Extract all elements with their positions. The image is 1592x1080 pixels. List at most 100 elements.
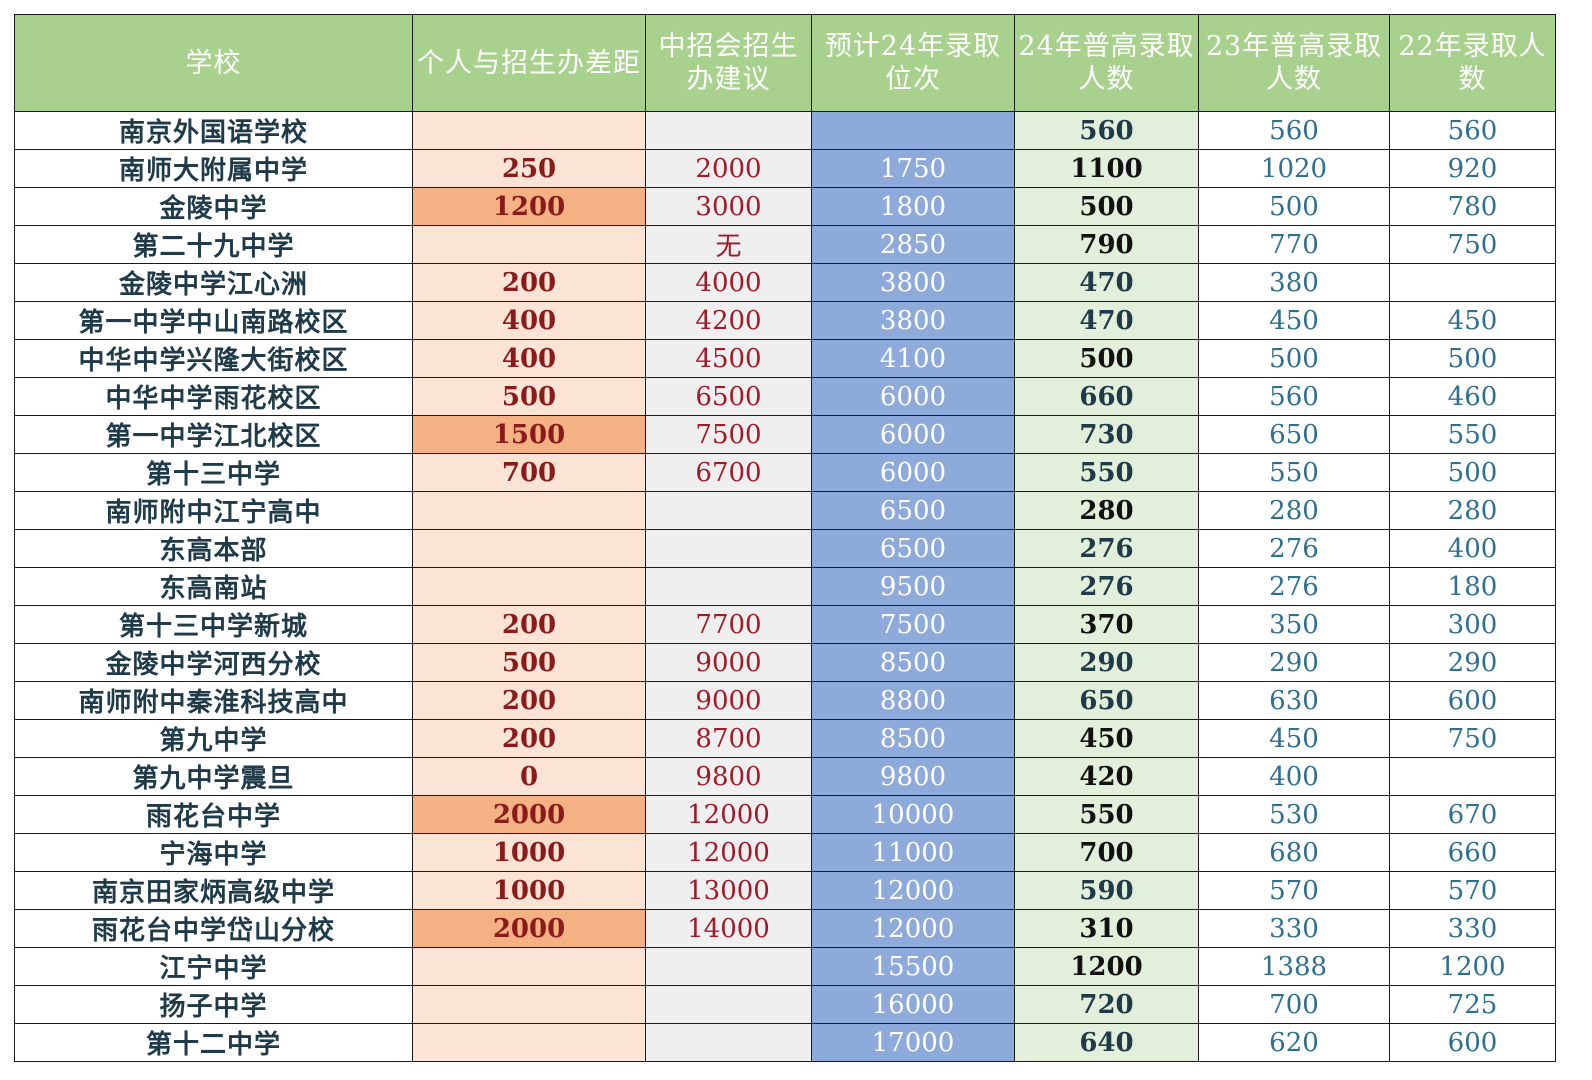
cell-admit24[interactable]: 660 [1014,377,1199,416]
cell-admit22[interactable]: 300 [1389,605,1556,644]
cell-school[interactable]: 南师附中秦淮科技高中 [14,681,413,720]
cell-admit22[interactable]: 400 [1389,529,1556,568]
cell-advice[interactable]: 2000 [645,149,812,188]
cell-admit23[interactable]: 530 [1198,795,1390,834]
cell-gap[interactable]: 2000 [412,795,646,834]
cell-advice[interactable]: 4000 [645,263,812,302]
cell-rank[interactable]: 8800 [811,681,1015,720]
cell-rank[interactable]: 17000 [811,1023,1015,1062]
cell-admit22[interactable]: 180 [1389,567,1556,606]
cell-admit24[interactable]: 560 [1014,111,1199,150]
cell-rank[interactable]: 15500 [811,947,1015,986]
cell-admit24[interactable]: 310 [1014,909,1199,948]
cell-gap[interactable]: 500 [412,643,646,682]
cell-admit24[interactable]: 370 [1014,605,1199,644]
cell-admit23[interactable]: 620 [1198,1023,1390,1062]
cell-school[interactable]: 东高南站 [14,567,413,606]
cell-gap[interactable] [412,985,646,1024]
cell-school[interactable]: 中华中学雨花校区 [14,377,413,416]
cell-gap[interactable] [412,1023,646,1062]
cell-admit23[interactable]: 400 [1198,757,1390,796]
cell-gap[interactable]: 1200 [412,187,646,226]
cell-rank[interactable]: 4100 [811,339,1015,378]
cell-rank[interactable]: 2850 [811,225,1015,264]
cell-advice[interactable] [645,491,812,530]
cell-advice[interactable]: 4200 [645,301,812,340]
cell-rank[interactable]: 6000 [811,415,1015,454]
cell-rank[interactable]: 6500 [811,529,1015,568]
cell-admit24[interactable]: 1200 [1014,947,1199,986]
cell-advice[interactable]: 4500 [645,339,812,378]
cell-admit22[interactable]: 750 [1389,719,1556,758]
cell-rank[interactable]: 11000 [811,833,1015,872]
cell-admit22[interactable]: 725 [1389,985,1556,1024]
cell-advice[interactable]: 9000 [645,681,812,720]
cell-gap[interactable] [412,491,646,530]
cell-admit22[interactable]: 330 [1389,909,1556,948]
cell-gap[interactable]: 200 [412,263,646,302]
cell-admit22[interactable]: 660 [1389,833,1556,872]
cell-advice[interactable]: 7700 [645,605,812,644]
cell-school[interactable]: 第九中学 [14,719,413,758]
cell-admit22[interactable]: 600 [1389,1023,1556,1062]
cell-gap[interactable]: 0 [412,757,646,796]
cell-admit22[interactable] [1389,263,1556,302]
cell-rank[interactable]: 12000 [811,871,1015,910]
cell-school[interactable]: 第十二中学 [14,1023,413,1062]
header-advice[interactable]: 中招会招生办建议 [645,14,812,112]
cell-advice[interactable]: 13000 [645,871,812,910]
cell-school[interactable]: 第一中学江北校区 [14,415,413,454]
header-school[interactable]: 学校 [14,14,413,112]
cell-gap[interactable]: 2000 [412,909,646,948]
cell-admit23[interactable]: 1020 [1198,149,1390,188]
cell-school[interactable]: 南京外国语学校 [14,111,413,150]
cell-gap[interactable]: 1500 [412,415,646,454]
cell-admit24[interactable]: 500 [1014,187,1199,226]
cell-gap[interactable]: 200 [412,719,646,758]
cell-school[interactable]: 宁海中学 [14,833,413,872]
cell-advice[interactable] [645,985,812,1024]
cell-admit23[interactable]: 550 [1198,453,1390,492]
cell-admit22[interactable]: 560 [1389,111,1556,150]
cell-admit23[interactable]: 770 [1198,225,1390,264]
cell-rank[interactable]: 6500 [811,491,1015,530]
header-admit24[interactable]: 24年普高录取人数 [1014,14,1199,112]
cell-admit22[interactable]: 780 [1389,187,1556,226]
cell-admit24[interactable]: 470 [1014,301,1199,340]
cell-admit24[interactable]: 500 [1014,339,1199,378]
cell-rank[interactable]: 8500 [811,719,1015,758]
cell-gap[interactable]: 1000 [412,833,646,872]
header-gap[interactable]: 个人与招生办差距 [412,14,646,112]
cell-admit23[interactable]: 276 [1198,567,1390,606]
cell-admit24[interactable]: 550 [1014,453,1199,492]
cell-rank[interactable] [811,111,1015,150]
cell-admit22[interactable]: 280 [1389,491,1556,530]
cell-advice[interactable]: 9000 [645,643,812,682]
cell-advice[interactable]: 7500 [645,415,812,454]
cell-admit22[interactable]: 600 [1389,681,1556,720]
cell-admit22[interactable]: 500 [1389,453,1556,492]
cell-admit24[interactable]: 1100 [1014,149,1199,188]
cell-gap[interactable] [412,567,646,606]
cell-gap[interactable]: 400 [412,339,646,378]
cell-admit24[interactable]: 650 [1014,681,1199,720]
cell-rank[interactable]: 12000 [811,909,1015,948]
cell-admit22[interactable]: 750 [1389,225,1556,264]
header-admit23[interactable]: 23年普高录取人数 [1198,14,1390,112]
cell-school[interactable]: 第十三中学 [14,453,413,492]
cell-school[interactable]: 金陵中学江心洲 [14,263,413,302]
cell-advice[interactable]: 12000 [645,833,812,872]
cell-admit24[interactable]: 640 [1014,1023,1199,1062]
cell-admit23[interactable]: 630 [1198,681,1390,720]
cell-admit23[interactable]: 276 [1198,529,1390,568]
cell-gap[interactable] [412,111,646,150]
cell-admit23[interactable]: 350 [1198,605,1390,644]
cell-admit22[interactable]: 570 [1389,871,1556,910]
cell-rank[interactable]: 16000 [811,985,1015,1024]
cell-school[interactable]: 江宁中学 [14,947,413,986]
cell-admit24[interactable]: 730 [1014,415,1199,454]
cell-advice[interactable]: 无 [645,225,812,264]
cell-admit22[interactable]: 290 [1389,643,1556,682]
cell-admit23[interactable]: 560 [1198,377,1390,416]
cell-advice[interactable]: 14000 [645,909,812,948]
